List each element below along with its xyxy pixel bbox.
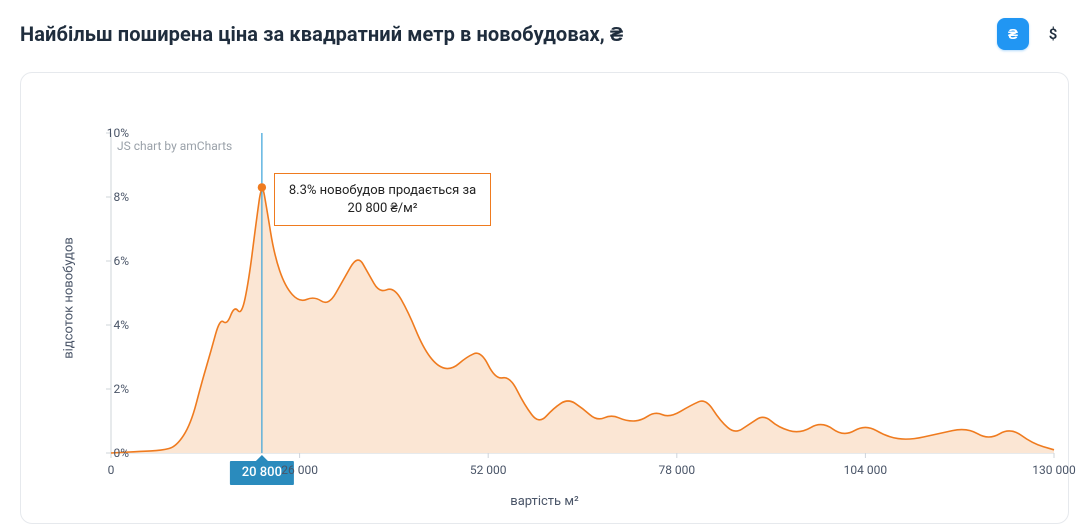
- currency-usd-button[interactable]: $: [1037, 18, 1069, 50]
- header-row: Найбільш поширена ціна за квадратний мет…: [20, 18, 1069, 50]
- x-tick-label: 130 000: [1032, 463, 1075, 477]
- currency-uah-button[interactable]: ₴: [997, 18, 1029, 50]
- currency-switch: ₴ $: [997, 18, 1069, 50]
- y-tick-label: 2%: [89, 382, 129, 396]
- x-axis-label: вартість м²: [510, 494, 578, 509]
- chart-area[interactable]: JS chart by amCharts 8.3% новобудов прод…: [111, 133, 1054, 453]
- y-tick-label: 0%: [89, 446, 129, 460]
- chart-tooltip: 8.3% новобудов продається за 20 800 ₴/м²: [274, 173, 491, 226]
- x-tick-label: 78 000: [658, 463, 695, 477]
- y-axis-label: відсоток новобудов: [62, 237, 77, 359]
- y-tick-label: 4%: [89, 318, 129, 332]
- y-tick-label: 6%: [89, 254, 129, 268]
- tooltip-line2: 20 800 ₴/м²: [289, 200, 476, 218]
- chart-card: відсоток новобудов вартість м² JS chart …: [20, 72, 1069, 524]
- tooltip-line1: 8.3% новобудов продається за: [289, 182, 476, 200]
- x-tick-label: 52 000: [470, 463, 507, 477]
- x-tick-label: 104 000: [844, 463, 887, 477]
- y-tick-label: 8%: [89, 190, 129, 204]
- chart-svg: [111, 133, 1054, 453]
- page-title: Найбільш поширена ціна за квадратний мет…: [20, 22, 623, 47]
- x-tick-label: 0: [108, 463, 115, 477]
- x-tick-label: 26 000: [281, 463, 318, 477]
- y-tick-label: 10%: [89, 126, 129, 140]
